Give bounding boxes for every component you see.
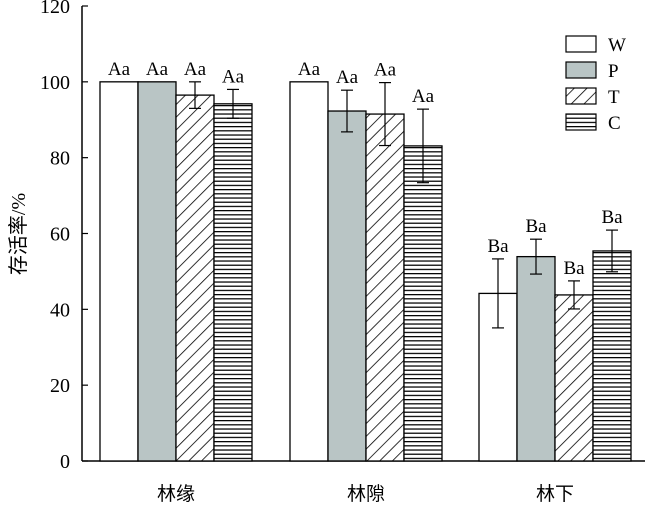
y-tick-label: 60 <box>50 224 70 246</box>
legend-label: P <box>608 61 619 82</box>
bar-P-2 <box>516 255 556 462</box>
bar-C-0 <box>213 103 253 462</box>
legend-swatch-C <box>565 113 597 131</box>
bar-W-1 <box>289 81 329 462</box>
legend-swatch-P <box>565 61 597 79</box>
legend-label: W <box>608 35 626 56</box>
data-label: Aa <box>412 86 435 107</box>
bar-P-1 <box>327 110 367 462</box>
data-label: Ba <box>525 216 547 237</box>
bar-T-1 <box>365 113 405 462</box>
data-label: Ba <box>487 236 509 257</box>
x-tick-label: 林缘 <box>157 483 195 505</box>
y-tick-label: 100 <box>40 72 70 94</box>
bar-C-1 <box>403 145 443 462</box>
bar-W-0 <box>99 81 139 462</box>
y-tick-label: 20 <box>50 375 70 397</box>
data-label: Aa <box>298 59 321 80</box>
data-label: Ba <box>563 258 585 279</box>
data-label: Aa <box>222 66 245 87</box>
data-label: Aa <box>336 67 359 88</box>
data-label: Aa <box>184 59 207 80</box>
data-label: Ba <box>601 207 623 228</box>
bar-C-2 <box>592 250 632 462</box>
y-tick-label: 80 <box>50 148 70 170</box>
legend-label: C <box>608 113 621 134</box>
data-label: Aa <box>108 59 131 80</box>
legend-swatch-T <box>565 87 597 105</box>
bar-P-0 <box>137 81 177 462</box>
legend-swatch-W <box>565 35 597 53</box>
bar-T-2 <box>554 294 594 462</box>
bar-T-0 <box>175 94 215 462</box>
y-tick-label: 40 <box>50 299 70 321</box>
legend-label: T <box>608 87 620 108</box>
data-label: Aa <box>146 59 169 80</box>
x-tick-label: 林隙 <box>347 483 385 505</box>
data-label: Aa <box>374 60 397 81</box>
y-tick-label: 120 <box>40 0 70 18</box>
x-tick-label: 林下 <box>536 483 574 505</box>
y-tick-label: 0 <box>60 451 70 473</box>
y-axis-label: 存活率/% <box>7 193 30 275</box>
